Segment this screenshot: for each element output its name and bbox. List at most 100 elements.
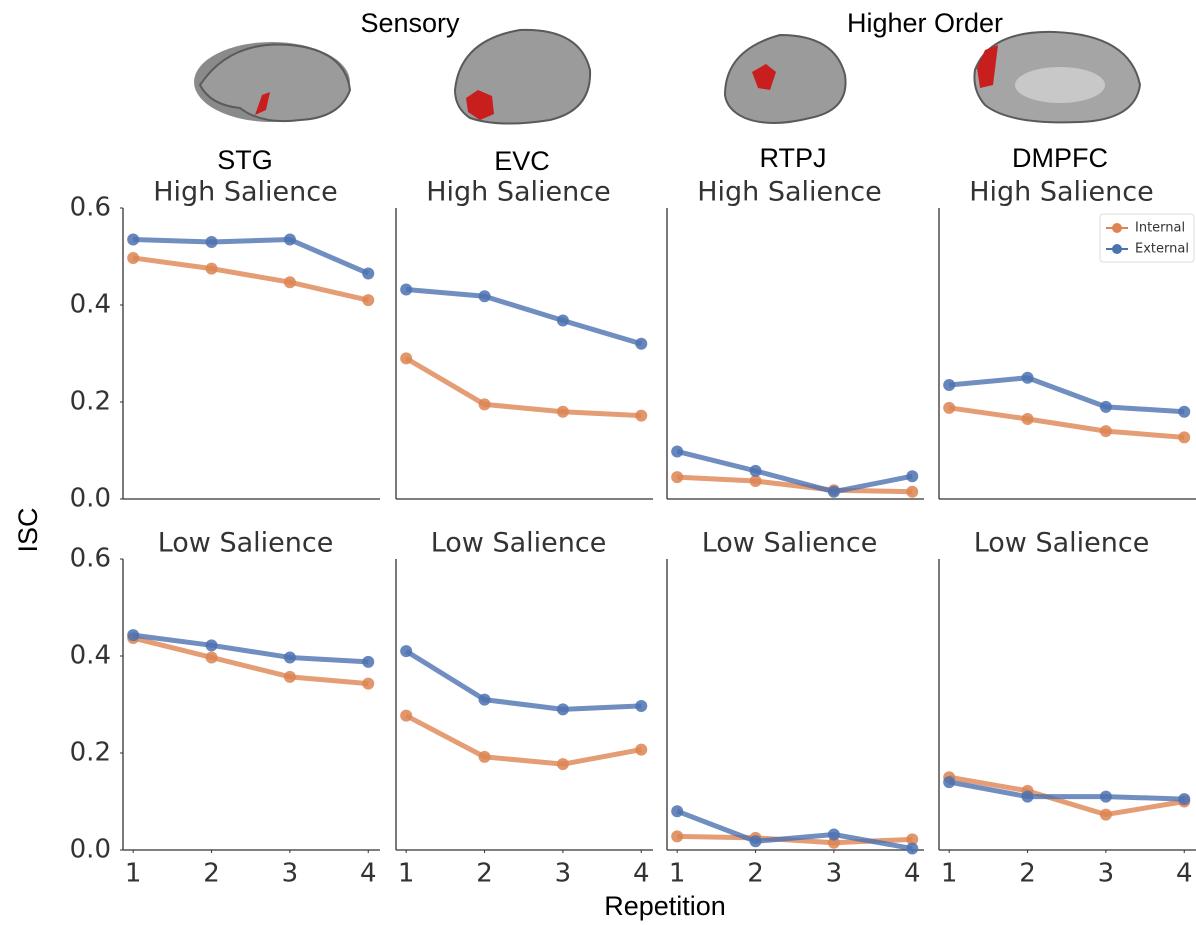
series-line <box>948 375 1185 415</box>
data-point <box>283 276 296 289</box>
data-point <box>205 262 218 275</box>
data-point <box>478 750 491 763</box>
series-line <box>676 808 913 852</box>
data-point <box>671 445 684 458</box>
data-point <box>400 283 413 296</box>
y-tick-label: 0.6 <box>70 193 111 223</box>
series-line <box>133 237 370 276</box>
data-point <box>362 677 375 690</box>
data-point <box>1099 425 1112 438</box>
data-point <box>827 828 840 841</box>
data-point <box>749 464 762 477</box>
x-axis-label: Repetition <box>604 891 726 921</box>
brain-stg <box>194 42 352 123</box>
x-tick-label: 3 <box>826 859 843 889</box>
x-tick-label: 4 <box>904 859 921 889</box>
data-point <box>1178 431 1191 444</box>
region-label: EVC <box>494 146 550 176</box>
data-point <box>127 629 140 642</box>
x-tick-label: 1 <box>398 859 415 889</box>
data-point <box>1021 371 1034 384</box>
series-line <box>132 632 369 665</box>
data-point <box>943 401 956 414</box>
x-tick-label: 2 <box>1019 859 1036 889</box>
y-tick-label: 0.4 <box>70 641 111 671</box>
data-point <box>1021 790 1034 803</box>
data-point <box>943 379 956 392</box>
data-point <box>127 233 140 246</box>
x-tick-label: 1 <box>941 859 958 889</box>
data-point <box>635 699 648 712</box>
data-point <box>283 651 296 664</box>
legend-label: Internal <box>1135 221 1185 236</box>
brain-rtpj <box>723 33 847 124</box>
group-label: Sensory <box>360 8 460 38</box>
x-tick-label: 2 <box>476 859 493 889</box>
data-point <box>478 398 491 411</box>
data-point <box>362 294 375 307</box>
x-tick-label: 4 <box>633 859 650 889</box>
panel-title: High Salience <box>426 177 611 208</box>
series-line <box>948 774 1185 818</box>
panel-title: High Salience <box>697 177 882 208</box>
series-line <box>405 286 642 347</box>
data-point <box>1178 793 1191 806</box>
data-point <box>400 352 413 365</box>
data-point <box>906 470 919 483</box>
data-point <box>635 743 648 756</box>
series-line <box>132 255 369 303</box>
legend-label: External <box>1135 242 1189 257</box>
region-label: STG <box>217 145 273 175</box>
data-point <box>635 409 648 422</box>
data-point <box>943 776 956 789</box>
data-point <box>749 835 762 848</box>
series-line <box>676 449 913 495</box>
data-point <box>362 267 375 280</box>
series-line <box>404 356 642 419</box>
panel-title: High Salience <box>969 177 1154 208</box>
data-point <box>205 651 218 664</box>
y-tick-label: 0.2 <box>70 387 111 417</box>
y-tick-label: 0.2 <box>70 738 111 768</box>
x-tick-label: 2 <box>747 859 764 889</box>
panel: Low Salience 1 2 3 4 <box>938 528 1196 889</box>
data-point <box>671 471 684 484</box>
data-point <box>1099 790 1112 803</box>
region-label: DMPFC <box>1012 143 1108 173</box>
y-tick-label: 0.4 <box>70 290 111 320</box>
region-label: RTPJ <box>759 143 826 173</box>
data-point <box>671 830 684 843</box>
panel: Low Salience 1 2 3 4 <box>666 528 924 889</box>
series-line <box>404 649 642 712</box>
series-line <box>677 474 913 495</box>
brain-dmpfc <box>973 30 1142 124</box>
panel: High Salience Internal External <box>938 177 1196 500</box>
data-point <box>478 693 491 706</box>
data-point <box>556 405 569 418</box>
data-point <box>127 251 140 264</box>
panel-title: Low Salience <box>702 528 878 559</box>
x-tick-label: 3 <box>555 859 572 889</box>
series-line <box>132 635 369 687</box>
data-point <box>1099 808 1112 821</box>
x-tick-label: 3 <box>1098 859 1115 889</box>
panel: High Salience 0.0 0.2 0.4 0.6 <box>70 177 380 514</box>
data-point <box>556 314 569 327</box>
data-point <box>400 645 413 658</box>
panel-title: Low Salience <box>974 528 1150 559</box>
group-label: Higher Order <box>847 8 1003 38</box>
y-tick-label: 0.6 <box>70 544 111 574</box>
legend: Internal External <box>1099 213 1195 263</box>
data-point <box>827 836 840 849</box>
panel: High Salience <box>395 177 653 500</box>
data-point <box>205 639 218 652</box>
data-point <box>283 233 296 246</box>
panel: Low Salience 0.0 0.2 0.4 0.6 1 2 3 4 <box>70 528 380 889</box>
x-tick-label: 1 <box>669 859 686 889</box>
y-tick-label: 0.0 <box>70 484 111 514</box>
y-tick-label: 0.0 <box>70 835 111 865</box>
series-line <box>405 713 642 767</box>
y-axis-label: ISC <box>13 507 43 552</box>
series-line <box>948 405 1185 440</box>
